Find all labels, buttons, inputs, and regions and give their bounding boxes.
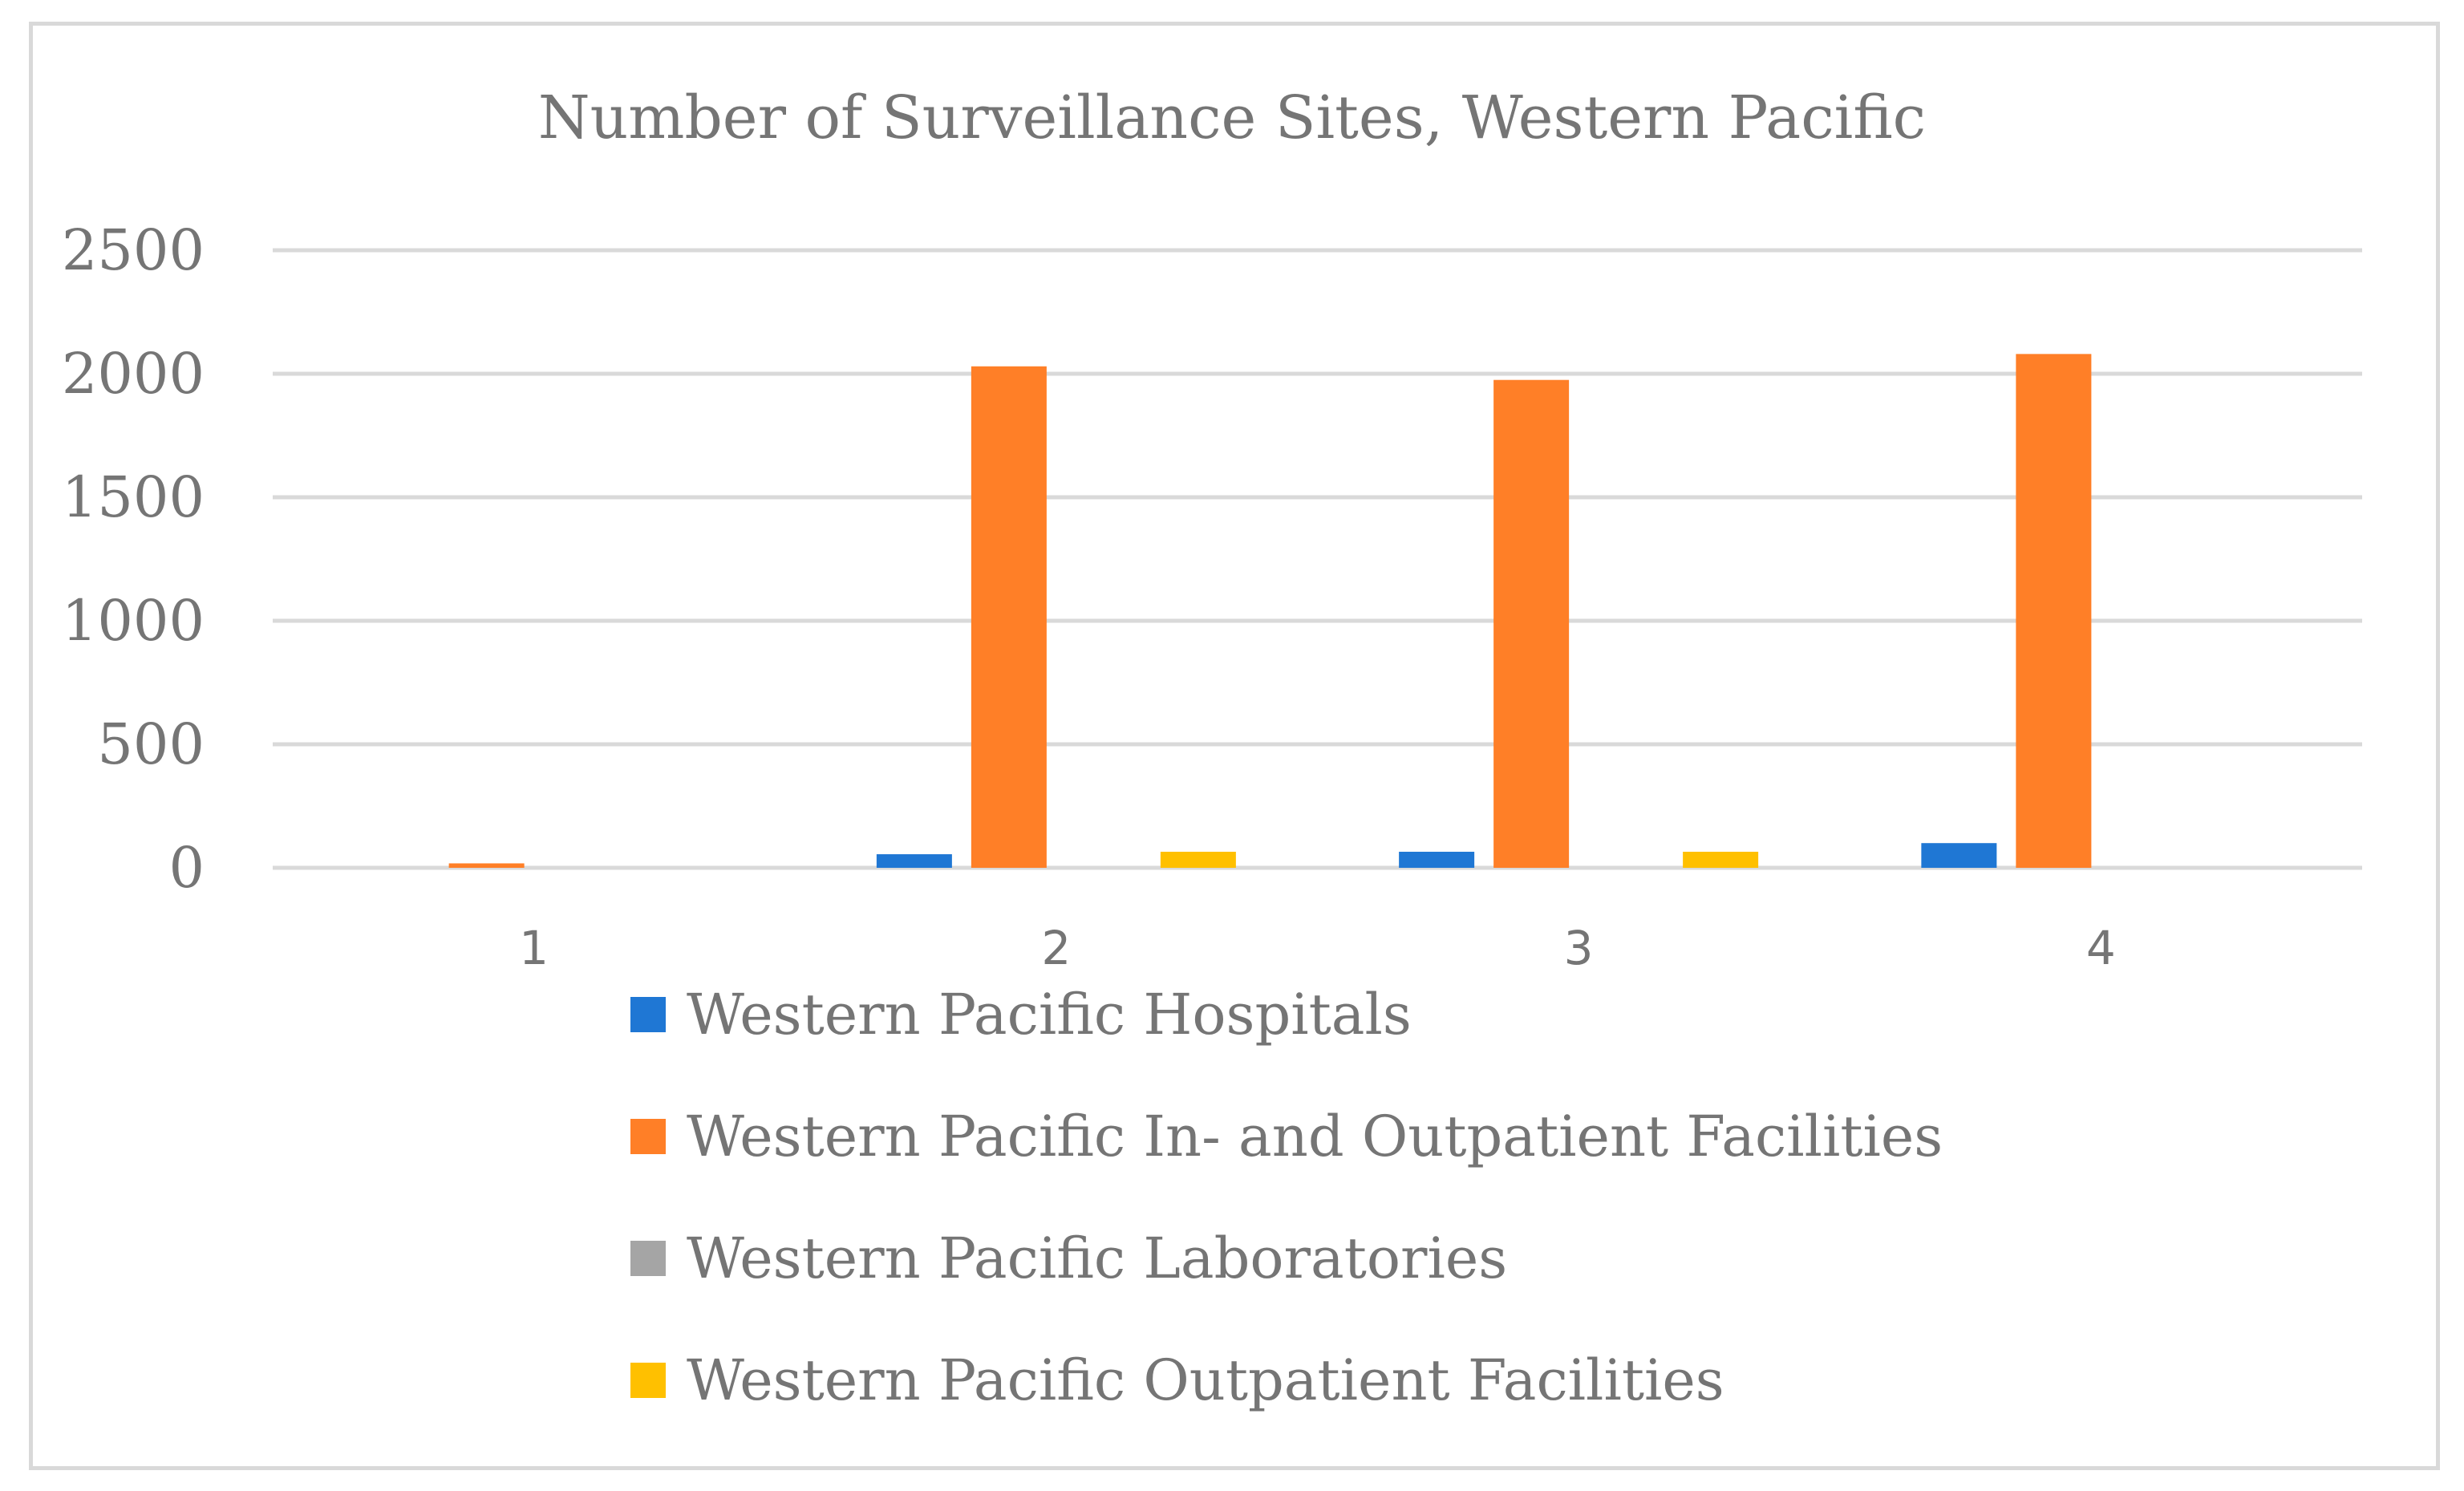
bar-western-pacific-in-and-outpatient-facilities-2 <box>971 366 1047 868</box>
bars <box>448 354 2092 868</box>
bar-western-pacific-in-and-outpatient-facilities-3 <box>1493 379 1570 868</box>
legend-label: Western Pacific Outpatient Facilities <box>687 1347 1724 1413</box>
bar-western-pacific-hospitals-3 <box>1399 851 1475 868</box>
x-tick-label: 3 <box>1564 921 1594 975</box>
legend-swatch <box>630 997 666 1032</box>
legend-swatch <box>630 1363 666 1398</box>
legend-swatch <box>630 1241 666 1276</box>
gridlines <box>273 248 2362 870</box>
bar-western-pacific-in-and-outpatient-facilities-4 <box>2016 354 2092 868</box>
x-axis-ticks: 1 2 3 4 <box>519 921 2116 975</box>
legend-swatch <box>630 1119 666 1154</box>
legend-label: Western Pacific Hospitals <box>687 982 1412 1047</box>
bar-western-pacific-outpatient-facilities-3 <box>1683 851 1759 868</box>
x-tick-label: 1 <box>519 921 549 975</box>
y-axis-ticks: 0 500 1000 1500 2000 2500 <box>62 217 205 901</box>
y-tick-label: 2000 <box>62 341 205 407</box>
bar-western-pacific-in-and-outpatient-facilities-1 <box>448 863 525 868</box>
legend-label: Western Pacific In- and Outpatient Facil… <box>687 1104 1943 1169</box>
legend: Western Pacific Hospitals Western Pacific… <box>630 982 1943 1413</box>
bar-western-pacific-hospitals-4 <box>1921 843 1997 868</box>
bar-western-pacific-hospitals-2 <box>876 854 952 868</box>
chart-title: Number of Surveillance Sites, Western Pa… <box>538 83 1926 152</box>
y-tick-label: 1000 <box>62 588 205 654</box>
x-tick-label: 2 <box>1041 921 1071 975</box>
y-tick-label: 500 <box>97 711 205 777</box>
bar-western-pacific-outpatient-facilities-2 <box>1160 851 1236 868</box>
legend-label: Western Pacific Laboratories <box>687 1226 1507 1291</box>
x-tick-label: 4 <box>2086 921 2116 975</box>
y-tick-label: 1500 <box>62 464 205 530</box>
y-tick-label: 2500 <box>62 217 205 283</box>
y-tick-label: 0 <box>168 835 205 901</box>
